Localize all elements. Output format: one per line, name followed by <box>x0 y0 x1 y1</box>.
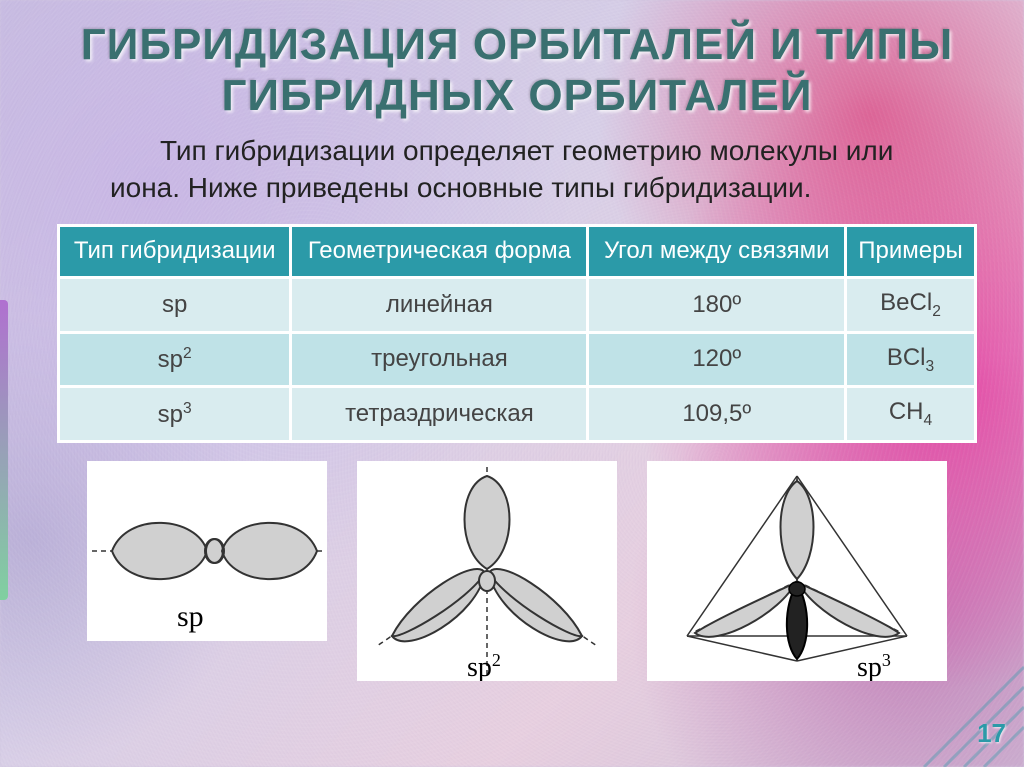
diagram-sp2: sp2 <box>357 461 617 681</box>
diagram-label: sp2 <box>467 650 501 681</box>
diagram-sp: sp <box>87 461 327 641</box>
cell-example: CH4 <box>847 388 974 440</box>
col-type: Тип гибридизации <box>60 227 289 276</box>
cell-type: sp <box>60 279 289 331</box>
cell-type: sp2 <box>60 334 289 386</box>
col-example: Примеры <box>847 227 974 276</box>
slide-content: ГИБРИДИЗАЦИЯ ОРБИТАЛЕЙ И ТИПЫ ГИБРИДНЫХ … <box>0 0 1024 681</box>
diagram-label: sp3 <box>857 650 891 681</box>
intro-text: Тип гибридизации определяет геометрию мо… <box>110 133 964 206</box>
cell-angle: 109,5º <box>589 388 844 440</box>
cell-example: BCl3 <box>847 334 974 386</box>
cell-angle: 120º <box>589 334 844 386</box>
col-angle: Угол между связями <box>589 227 844 276</box>
cell-shape: треугольная <box>292 334 586 386</box>
col-shape: Геометрическая форма <box>292 227 586 276</box>
diagram-label: sp <box>177 600 204 633</box>
hybridization-table: Тип гибридизации Геометрическая форма Уг… <box>57 224 977 443</box>
table-row: sp3 тетраэдрическая 109,5º CH4 <box>60 388 974 440</box>
table-row: sp2 треугольная 120º BCl3 <box>60 334 974 386</box>
cell-shape: тетраэдрическая <box>292 388 586 440</box>
slide-title: ГИБРИДИЗАЦИЯ ОРБИТАЛЕЙ И ТИПЫ ГИБРИДНЫХ … <box>50 20 984 121</box>
cell-shape: линейная <box>292 279 586 331</box>
diagram-sp3: sp3 <box>647 461 947 681</box>
cell-example: BeCl2 <box>847 279 974 331</box>
cell-type: sp3 <box>60 388 289 440</box>
orbital-diagrams: sp sp2 <box>50 461 984 681</box>
table-row: sp линейная 180º BeCl2 <box>60 279 974 331</box>
page-number: 17 <box>977 718 1006 749</box>
cell-angle: 180º <box>589 279 844 331</box>
